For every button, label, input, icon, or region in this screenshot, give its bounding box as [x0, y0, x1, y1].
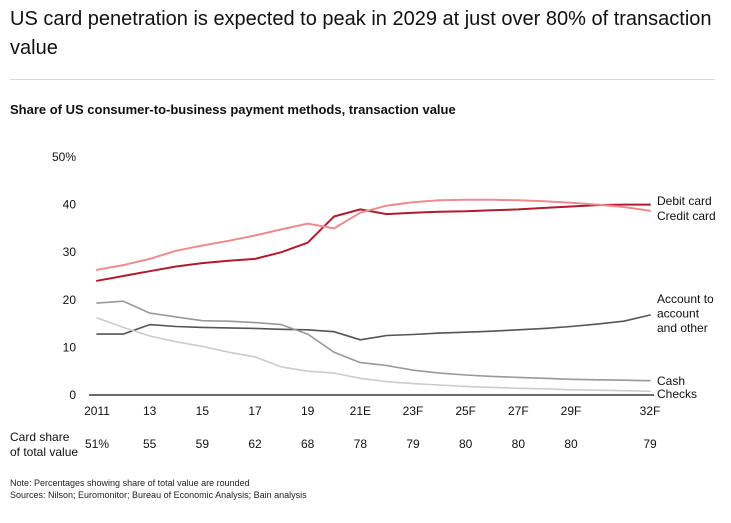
y-tick-label: 0	[69, 388, 76, 402]
series-line-checks	[96, 317, 651, 393]
legend-label: Account to account and other	[657, 292, 714, 335]
card-share-value: 55	[143, 437, 157, 451]
legend-label: Credit card	[657, 209, 716, 223]
x-tick-label: 27F	[508, 404, 529, 418]
series-lines	[96, 198, 651, 393]
card-share-label-line-1: Card share	[10, 430, 70, 444]
footnote: Note: Percentages showing share of total…	[10, 477, 307, 501]
chart-subtitle: Share of US consumer-to-business payment…	[10, 102, 456, 117]
line-chart: 0 10 20 30 40 50% 2011 13 15 17 19 21E 23F 25F 27F 29F…	[52, 150, 716, 418]
y-tick-label: 20	[63, 293, 77, 307]
legend-label: Cash	[657, 374, 685, 388]
y-tick-label: 50%	[52, 150, 76, 164]
x-tick-label: 29F	[561, 404, 582, 418]
y-axis-ticks: 0 10 20 30 40 50%	[52, 150, 76, 402]
card-share-value: 68	[301, 437, 315, 451]
series-line-debit-card	[96, 203, 651, 282]
legend-label: Debit card	[657, 194, 712, 208]
series-line-account-to-account-and-other	[96, 314, 651, 341]
x-tick-label: 15	[196, 404, 210, 418]
y-tick-label: 30	[63, 245, 77, 259]
x-tick-label: 17	[248, 404, 262, 418]
x-tick-label: 32F	[640, 404, 661, 418]
card-share-value: 79	[643, 437, 657, 451]
card-share-value: 80	[564, 437, 578, 451]
y-tick-label: 40	[63, 198, 77, 212]
card-share-label-line-2: of total value	[10, 445, 79, 459]
card-share-value: 62	[248, 437, 262, 451]
card-share-value: 78	[354, 437, 368, 451]
series-line-cash	[96, 300, 651, 382]
legend-label: Checks	[657, 387, 697, 401]
x-tick-label: 25F	[455, 404, 476, 418]
card-share-value: 79	[406, 437, 420, 451]
chart-headline: US card penetration is expected to peak …	[10, 8, 712, 59]
divider	[10, 79, 715, 80]
x-tick-label: 21E	[350, 404, 371, 418]
y-tick-label: 10	[63, 340, 77, 354]
x-tick-label: 2011	[84, 404, 110, 418]
card-share-value: 59	[196, 437, 210, 451]
series-line-credit-card	[96, 198, 651, 271]
card-share-value: 80	[512, 437, 526, 451]
x-tick-label: 19	[301, 404, 315, 418]
sources-text: Sources: Nilson; Euromonitor; Bureau of …	[10, 490, 307, 500]
x-tick-label: 23F	[403, 404, 424, 418]
card-share-value: 51%	[85, 437, 109, 451]
x-tick-label: 13	[143, 404, 157, 418]
x-axis-ticks: 2011 13 15 17 19 21E 23F 25F 27F 29F 32F	[84, 404, 660, 418]
note-text: Note: Percentages showing share of total…	[10, 478, 250, 488]
card-share-label: Card share of total value	[10, 430, 78, 460]
card-share-row: 51% 55 59 62 68 78 79 80 80 80 79	[85, 437, 657, 451]
card-share-value: 80	[459, 437, 473, 451]
